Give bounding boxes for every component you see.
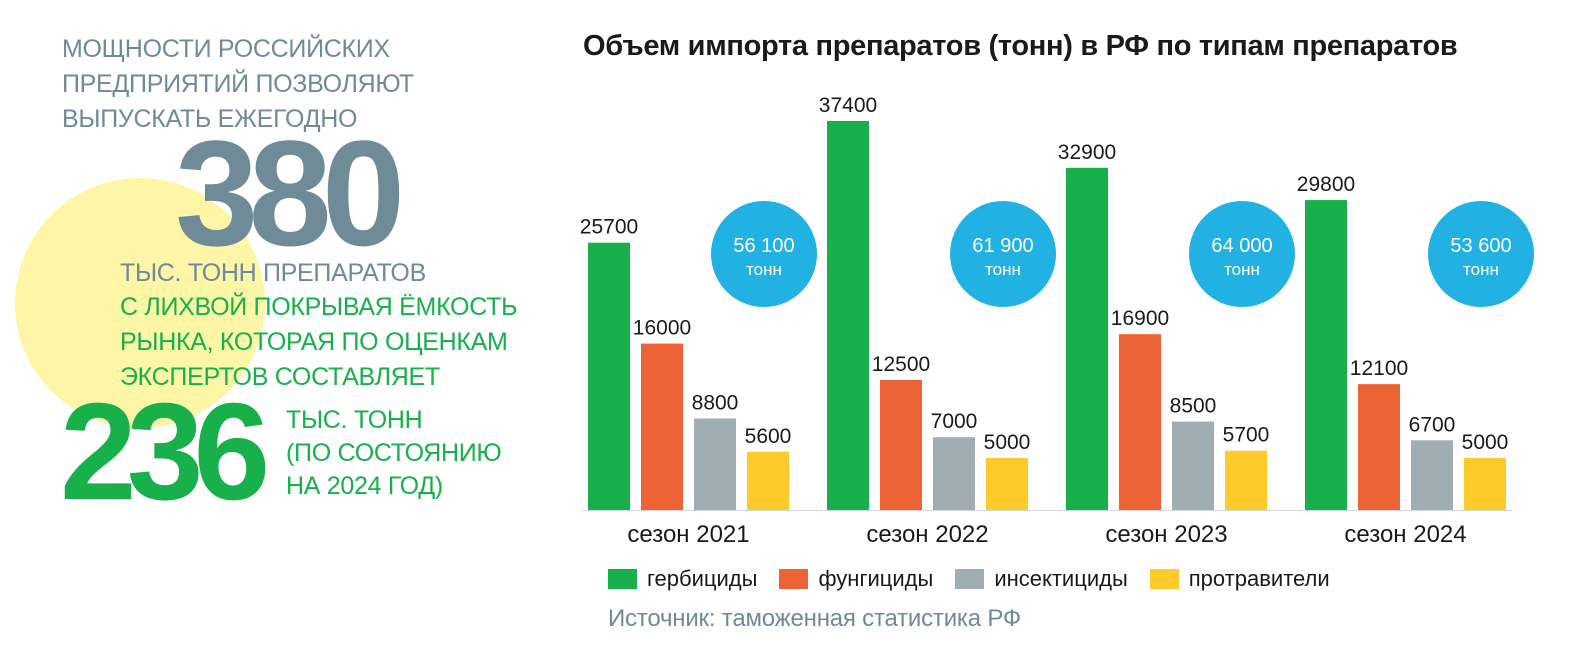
category-label: сезон 2021 bbox=[627, 521, 749, 548]
bar bbox=[880, 379, 922, 510]
bar bbox=[986, 457, 1028, 510]
legend-item-insecticides: инсектициды bbox=[955, 566, 1128, 592]
market-unit-line: (ПО СОСТОЯНИЮ bbox=[286, 439, 502, 467]
legend-item-fungicides: фунгициды bbox=[779, 566, 933, 592]
bar bbox=[827, 121, 869, 510]
market-text-line: ЭКСПЕРТОВ СОСТАВЛЯЕТ bbox=[120, 363, 440, 391]
bar bbox=[1411, 440, 1453, 510]
bar-value-label: 8500 bbox=[1170, 395, 1217, 418]
bar-value-label: 37400 bbox=[819, 94, 877, 117]
category-label: сезон 2023 bbox=[1105, 521, 1227, 548]
bar-value-label: 5000 bbox=[984, 431, 1031, 454]
bar-value-label: 5600 bbox=[745, 425, 792, 448]
bar-value-label: 8800 bbox=[692, 391, 739, 414]
bar-value-label: 7000 bbox=[931, 410, 978, 433]
legend-swatch bbox=[779, 569, 809, 589]
market-text: С ЛИХВОЙ ПОКРЫВАЯ ЁМКОСТЬ РЫНКА, КОТОРАЯ… bbox=[120, 290, 518, 395]
total-value: 61 900 bbox=[972, 235, 1033, 257]
intro-line: ВЫПУСКАТЬ ЕЖЕГОДНО bbox=[62, 105, 358, 133]
total-value: 64 000 bbox=[1211, 235, 1272, 257]
market-value: 236 bbox=[60, 375, 270, 529]
bar-chart: 25700 16000 8800 5600 сезон 2021 56 100 тонн 37… bbox=[580, 94, 1534, 548]
legend-item-herbicides: гербициды bbox=[608, 566, 757, 592]
market-unit: ТЫС. ТОНН (ПО СОСТОЯНИЮ НА 2024 ГОД) bbox=[286, 404, 502, 503]
bar-value-label: 12500 bbox=[872, 353, 930, 376]
bar bbox=[641, 343, 683, 510]
market-unit-line: НА 2024 ГОД) bbox=[286, 472, 443, 500]
bar-value-label: 12100 bbox=[1350, 357, 1408, 380]
bar-value-label: 25700 bbox=[580, 216, 638, 239]
legend-swatch bbox=[955, 569, 985, 589]
category-label: сезон 2022 bbox=[866, 521, 988, 548]
legend-swatch bbox=[608, 569, 637, 589]
bar bbox=[933, 437, 975, 510]
total-value: 53 600 bbox=[1450, 235, 1511, 257]
bar-value-label: 16900 bbox=[1111, 307, 1169, 330]
bar bbox=[1225, 450, 1267, 510]
total-value: 56 100 bbox=[733, 235, 794, 257]
total-unit: тонн bbox=[1224, 260, 1260, 279]
bar-value-label: 29800 bbox=[1297, 173, 1355, 196]
bar bbox=[1119, 334, 1161, 510]
bar bbox=[747, 451, 789, 510]
market-unit-line: ТЫС. ТОНН bbox=[286, 406, 423, 434]
market-text-line: С ЛИХВОЙ ПОКРЫВАЯ ЁМКОСТЬ bbox=[120, 293, 518, 321]
intro-text: МОЩНОСТИ РОССИЙСКИХ ПРЕДПРИЯТИЙ ПОЗВОЛЯЮ… bbox=[62, 32, 414, 137]
total-unit: тонн bbox=[1463, 260, 1499, 279]
bar-value-label: 16000 bbox=[633, 317, 691, 340]
total-circle bbox=[1189, 201, 1295, 307]
market-text-line: РЫНКА, КОТОРАЯ ПО ОЦЕНКАМ bbox=[120, 328, 508, 356]
total-circle bbox=[950, 201, 1056, 307]
bar bbox=[1066, 167, 1108, 510]
legend-label: инсектициды bbox=[994, 566, 1128, 591]
bar bbox=[1172, 421, 1214, 510]
capacity-unit: ТЫС. ТОНН ПРЕПАРАТОВ bbox=[120, 259, 426, 287]
total-circle bbox=[711, 201, 817, 307]
left-infographic-panel: МОЩНОСТИ РОССИЙСКИХ ПРЕДПРИЯТИЙ ПОЗВОЛЯЮ… bbox=[0, 0, 560, 663]
total-circle bbox=[1428, 201, 1534, 307]
chart-legend: гербициды фунгициды инсектициды протрави… bbox=[608, 566, 1352, 592]
bar-value-label: 5700 bbox=[1223, 424, 1270, 447]
intro-line: ПРЕДПРИЯТИЙ ПОЗВОЛЯЮТ bbox=[62, 70, 414, 98]
source-note: Источник: таможенная статистика РФ bbox=[608, 605, 1021, 632]
bar-value-label: 5000 bbox=[1462, 431, 1509, 454]
bar bbox=[588, 242, 630, 511]
legend-label: гербициды bbox=[647, 566, 758, 591]
legend-item-seed-treatments: протравители bbox=[1149, 566, 1330, 592]
intro-line: МОЩНОСТИ РОССИЙСКИХ bbox=[62, 35, 390, 63]
bar-value-label: 6700 bbox=[1409, 413, 1456, 436]
decorative-yellow-circle bbox=[15, 178, 265, 428]
bar-value-label: 32900 bbox=[1058, 141, 1116, 164]
bar bbox=[1358, 384, 1400, 510]
legend-label: протравители bbox=[1188, 566, 1330, 591]
total-unit: тонн bbox=[985, 260, 1021, 279]
legend-label: фунгициды bbox=[818, 566, 934, 591]
bar bbox=[1305, 200, 1347, 510]
capacity-value: 380 bbox=[175, 109, 405, 277]
total-unit: тонн bbox=[746, 260, 782, 279]
bar bbox=[694, 418, 736, 510]
chart-title: Объем импорта препаратов (тонн) в РФ по … bbox=[583, 30, 1458, 62]
bar bbox=[1464, 457, 1506, 510]
legend-swatch bbox=[1149, 569, 1179, 589]
category-label: сезон 2024 bbox=[1344, 521, 1466, 548]
